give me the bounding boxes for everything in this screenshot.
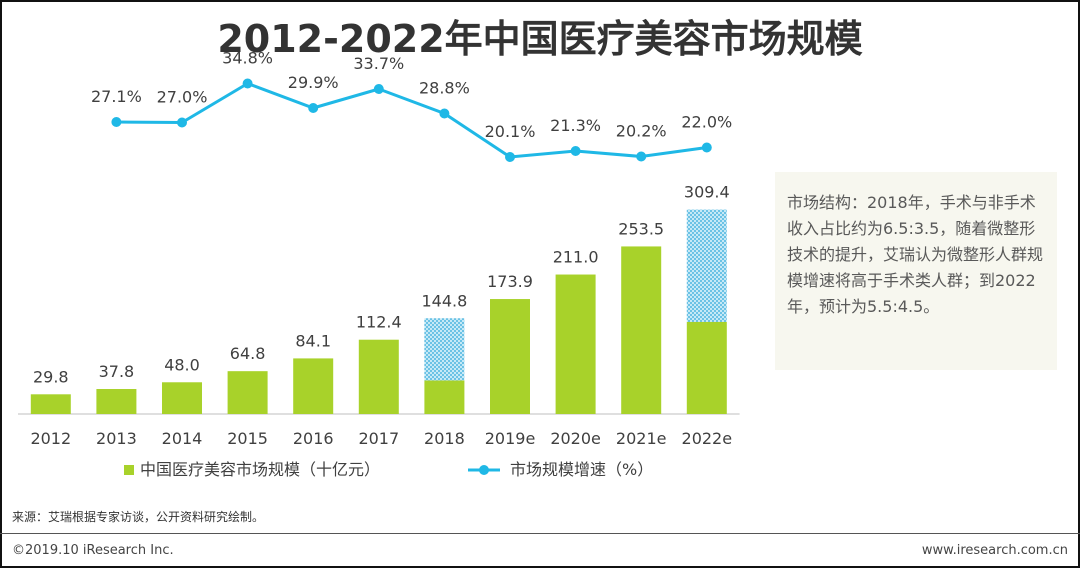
bar-segment-hatched [424,318,465,381]
legend-line-label: 市场规模增速（%） [510,460,653,479]
growth-point [505,152,515,162]
growth-point [308,103,319,113]
bar [358,339,399,414]
bar-value-label: 37.8 [99,362,135,381]
x-tick-label: 2019e [485,429,536,448]
growth-label: 22.0% [681,113,732,132]
bar-value-label: 144.8 [421,291,467,310]
growth-point [636,151,647,162]
x-tick-label: 2018 [424,429,465,448]
bar-value-label: 64.8 [230,344,266,363]
growth-label: 27.1% [91,87,142,106]
bar [30,394,71,414]
bar [555,274,596,414]
bar-segment-hatched [686,209,727,322]
bar-value-label: 253.5 [618,219,664,238]
bar [96,389,137,414]
growth-point [439,108,450,119]
bar-value-label: 173.9 [487,272,533,291]
copyright: ©2019.10 iResearch Inc. [12,543,174,558]
x-tick-label: 2013 [96,429,137,448]
market-structure-note: 市场结构：2018年，手术与非手术收入占比约为6.5:3.5，随着微整形技术的提… [775,172,1057,370]
growth-label: 21.3% [550,116,601,135]
growth-label: 29.9% [288,73,339,92]
bar-value-label: 309.4 [684,182,730,201]
bar [293,358,334,414]
bar-value-label: 48.0 [164,355,200,374]
bar-segment [686,321,727,414]
growth-label: 28.8% [419,79,470,98]
legend-bar-swatch [124,465,134,475]
growth-line [116,81,708,159]
footer-divider [0,533,1080,534]
legend-line-marker [479,465,489,475]
bar-value-label: 211.0 [553,248,599,267]
growth-point [570,146,581,156]
bar [621,246,662,414]
bar [162,382,202,414]
x-tick-label: 2021e [616,429,667,448]
bar-value-label: 29.8 [33,367,69,386]
bar-segment [424,380,465,414]
x-tick-label: 2022e [682,429,733,448]
growth-label: 34.8% [222,49,273,68]
x-tick-label: 2020e [550,429,601,448]
growth-label: 20.1% [485,122,536,141]
bar-value-label: 84.1 [295,331,331,350]
bar [490,299,530,414]
growth-label: 33.7% [353,54,404,73]
x-tick-label: 2017 [358,429,399,448]
growth-point [177,117,187,128]
x-tick-label: 2016 [293,429,334,448]
growth-point [701,142,712,153]
website: www.iresearch.com.cn [921,543,1068,558]
growth-point [373,84,384,94]
chart-title: 2012-2022年中国医疗美容市场规模 [217,17,863,61]
source-note: 来源：艾瑞根据专家访谈，公开资料研究绘制。 [12,510,265,524]
growth-label: 27.0% [157,88,208,107]
growth-point [242,78,253,89]
bar [227,371,268,414]
growth-label: 20.2% [616,122,667,141]
x-tick-label: 2015 [227,429,268,448]
x-tick-label: 2012 [30,429,71,448]
legend-bar-label: 中国医疗美容市场规模（十亿元） [140,460,380,479]
bar-value-label: 112.4 [356,313,402,332]
x-tick-label: 2014 [162,429,203,448]
growth-point [111,117,122,127]
